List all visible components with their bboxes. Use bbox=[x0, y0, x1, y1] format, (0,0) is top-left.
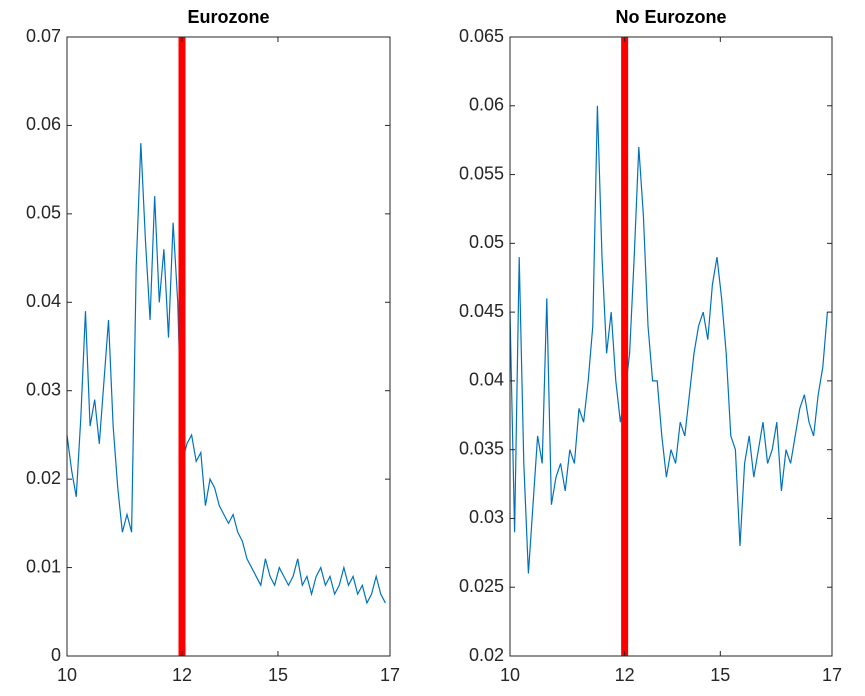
data-line bbox=[509, 105, 828, 574]
plot-area bbox=[67, 37, 390, 656]
y-tick-label: 0.05 bbox=[469, 232, 504, 252]
x-tick-label: 10 bbox=[500, 665, 520, 685]
y-tick-label: 0.04 bbox=[469, 370, 504, 390]
y-tick-label: 0.06 bbox=[469, 95, 504, 115]
y-tick-label: 0.02 bbox=[469, 645, 504, 665]
y-tick-label: 0.03 bbox=[26, 379, 61, 399]
x-tick-label: 17 bbox=[380, 665, 400, 685]
y-tick-label: 0.06 bbox=[26, 114, 61, 134]
y-tick-label: 0.035 bbox=[459, 438, 504, 458]
y-tick-label: 0.05 bbox=[26, 203, 61, 223]
x-tick-label: 10 bbox=[57, 665, 77, 685]
y-tick-label: 0.045 bbox=[459, 301, 504, 321]
x-tick-label: 15 bbox=[710, 665, 730, 685]
data-line bbox=[66, 143, 386, 605]
y-tick-label: 0.04 bbox=[26, 291, 61, 311]
chart-title: No Eurozone bbox=[616, 7, 727, 27]
axes-box bbox=[509, 36, 833, 657]
y-tick-label: 0.025 bbox=[459, 576, 504, 596]
y-tick-label: 0.07 bbox=[26, 26, 61, 46]
y-tick-label: 0 bbox=[51, 645, 61, 665]
x-tick-label: 12 bbox=[615, 665, 635, 685]
x-tick-label: 12 bbox=[172, 665, 192, 685]
y-tick-label: 0.02 bbox=[26, 468, 61, 488]
x-tick-label: 17 bbox=[822, 665, 842, 685]
chart-title: Eurozone bbox=[187, 7, 269, 27]
y-tick-label: 0.01 bbox=[26, 556, 61, 576]
axes-box bbox=[66, 36, 391, 657]
plot-area bbox=[510, 37, 832, 656]
y-tick-label: 0.03 bbox=[469, 507, 504, 527]
y-tick-label: 0.065 bbox=[459, 26, 504, 46]
y-tick-label: 0.055 bbox=[459, 163, 504, 183]
x-tick-label: 15 bbox=[268, 665, 288, 685]
